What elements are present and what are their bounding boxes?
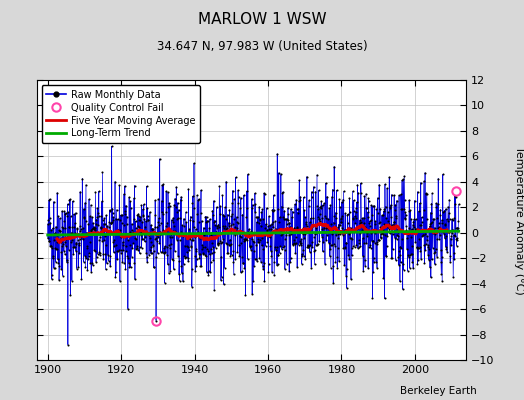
Text: MARLOW 1 WSW: MARLOW 1 WSW [198,12,326,27]
Text: 34.647 N, 97.983 W (United States): 34.647 N, 97.983 W (United States) [157,40,367,53]
Legend: Raw Monthly Data, Quality Control Fail, Five Year Moving Average, Long-Term Tren: Raw Monthly Data, Quality Control Fail, … [41,85,200,143]
Y-axis label: Temperature Anomaly (°C): Temperature Anomaly (°C) [514,146,524,294]
Text: Berkeley Earth: Berkeley Earth [400,386,477,396]
